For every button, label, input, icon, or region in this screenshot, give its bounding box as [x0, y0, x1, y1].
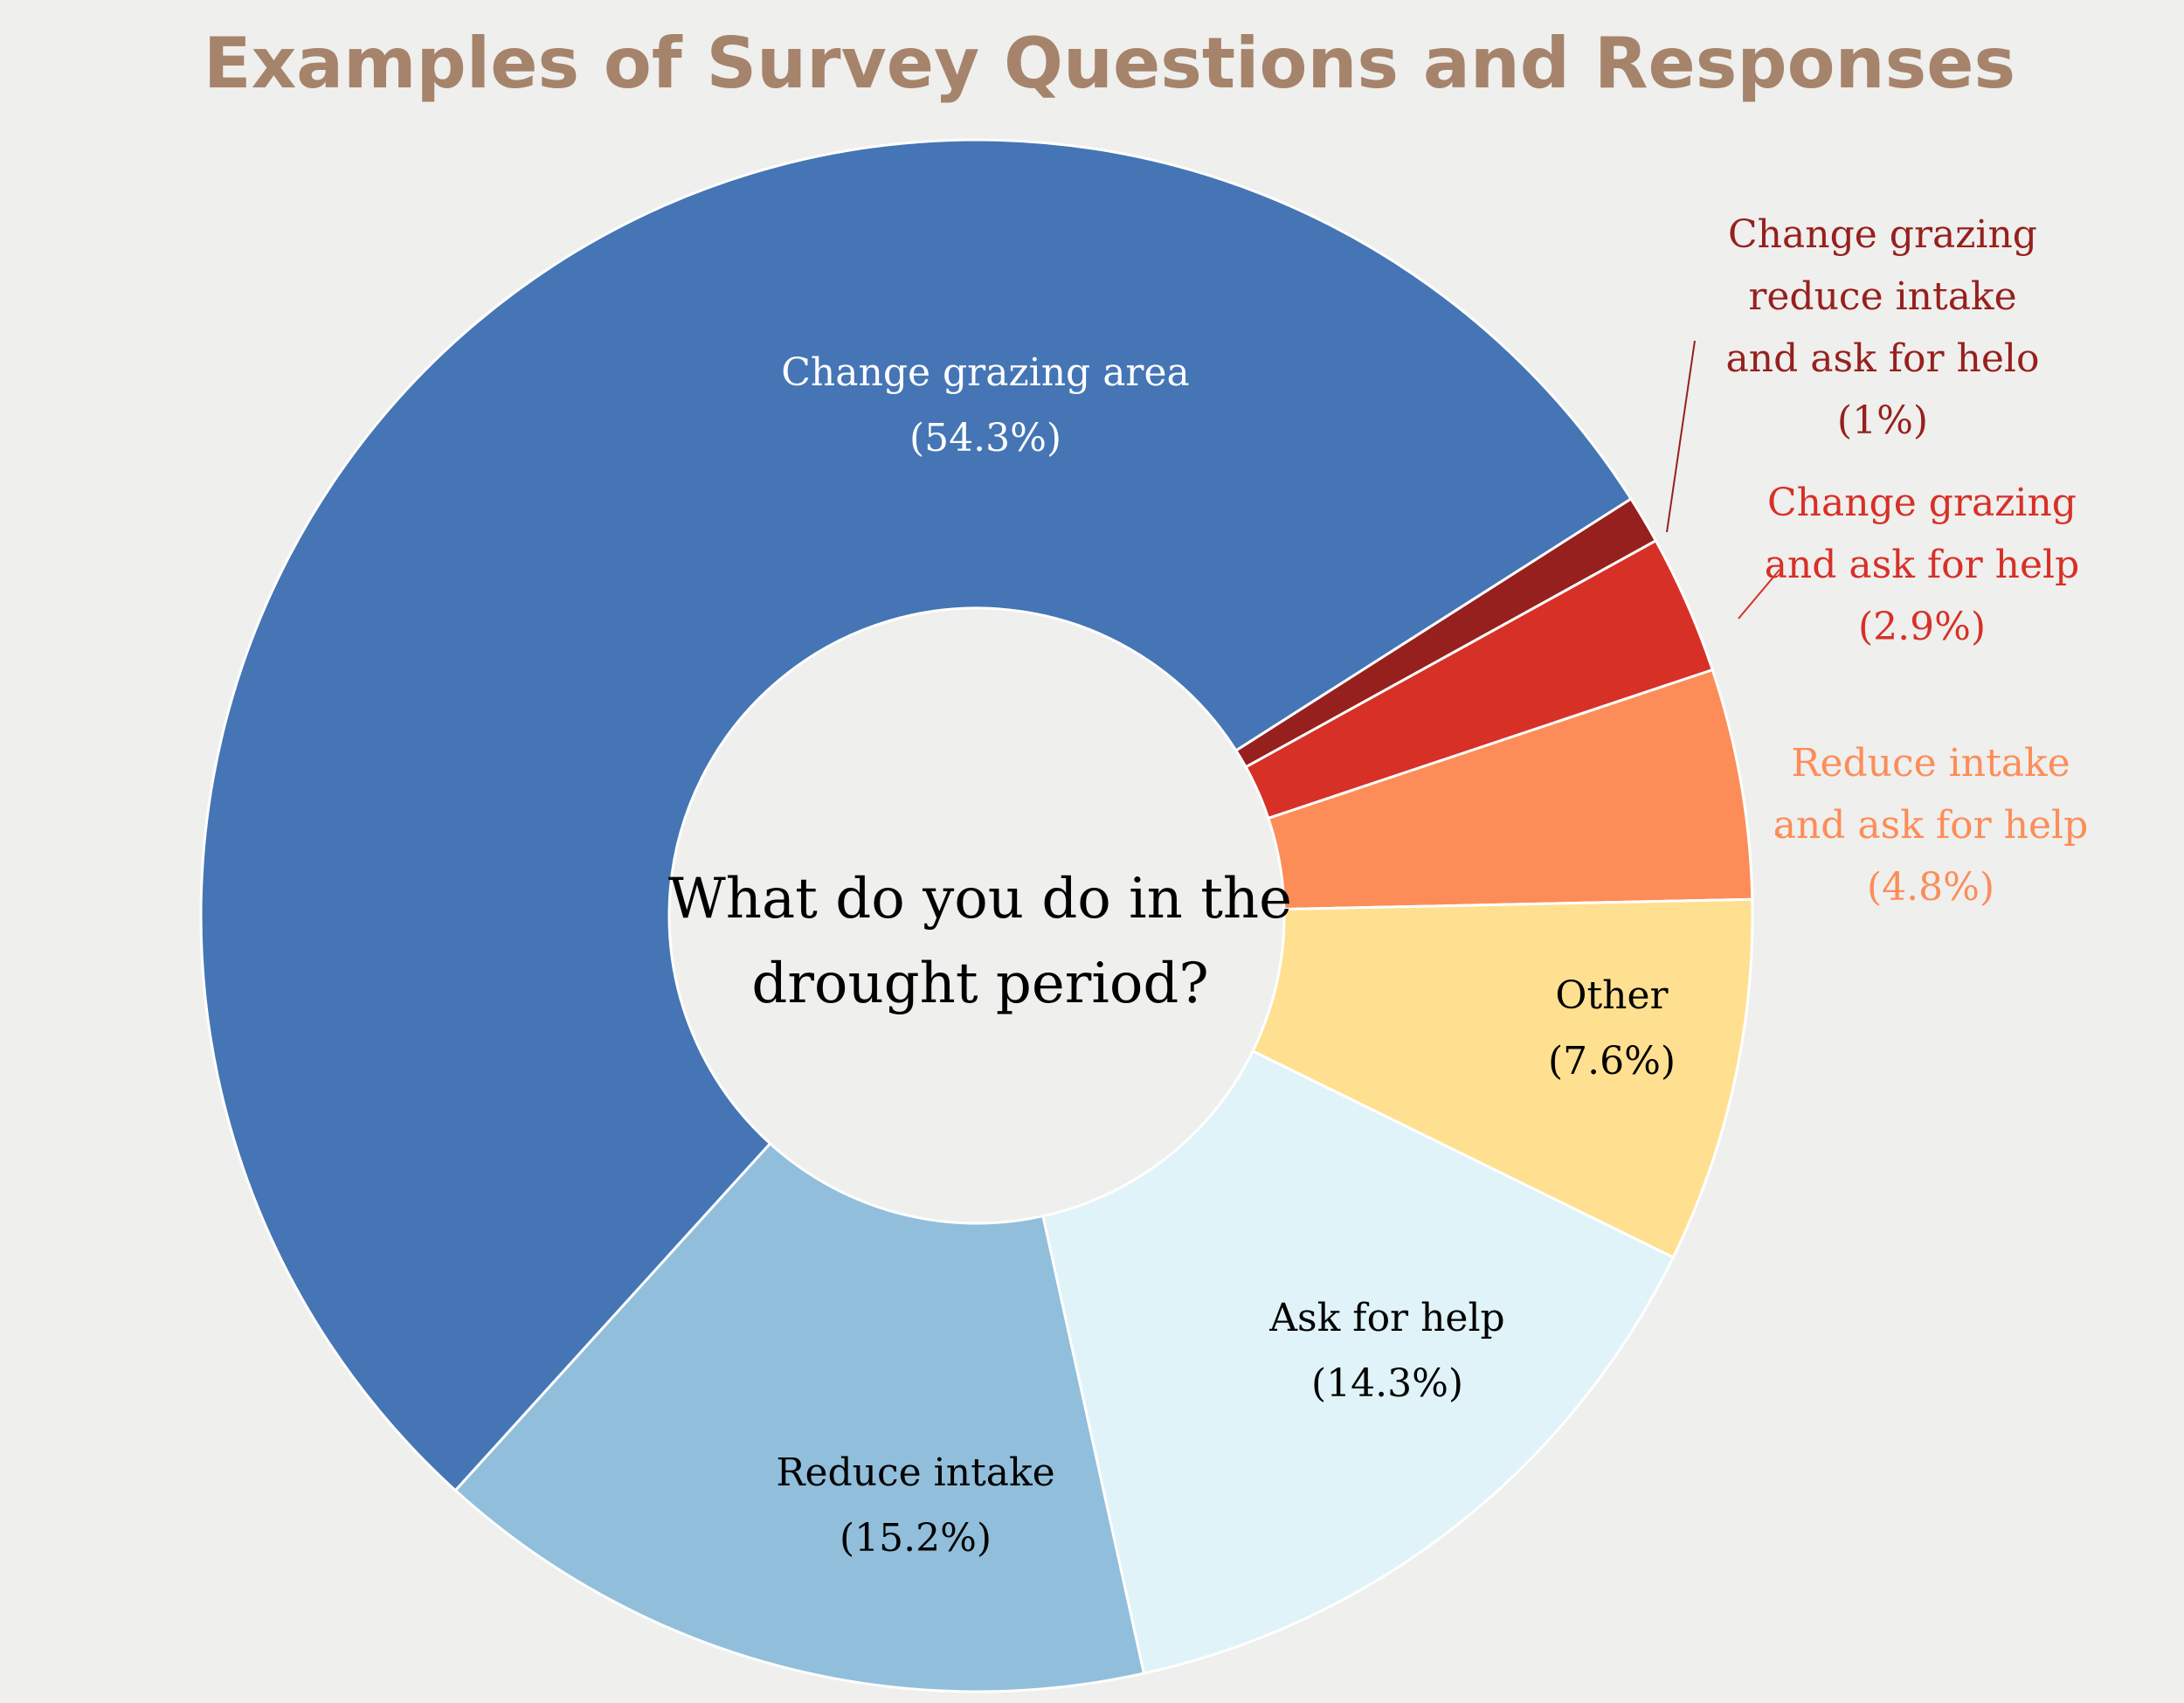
- slice-label-line: Reduce intake: [1791, 741, 2070, 786]
- slice-label-line: and ask for help: [1773, 803, 2089, 848]
- slices: [199, 138, 1754, 1693]
- slice-label: Change grazing reduce intake and ask for h…: [1726, 212, 2040, 443]
- slice-label-line: (14.3%): [1311, 1361, 1463, 1406]
- slice-reduce-intake: [453, 1141, 1146, 1693]
- slice-label-line: Ask for help: [1268, 1296, 1504, 1340]
- leader-line: [1666, 340, 1696, 533]
- slice-label: Change grazing and ask for help (2.9%): [1765, 481, 2080, 649]
- slice-label-line: Other: [1555, 973, 1669, 1018]
- slice-label-line: and ask for help: [1765, 543, 2080, 587]
- slice-change-grazing-area: [199, 138, 1634, 1492]
- slice-label-line: (54.3%): [909, 416, 1061, 460]
- slice-label: Change grazing area (54.3%): [781, 350, 1189, 460]
- slice-label-line: Reduce intake: [776, 1450, 1054, 1495]
- slice-label: Other (7.6%): [1548, 973, 1676, 1083]
- slice-label-line: (1%): [1837, 398, 1928, 443]
- chart-title: Examples of Survey Questions and Respons…: [204, 23, 2015, 104]
- slice-ask-for-help: [1041, 1049, 1676, 1675]
- slice-label: Reduce intake (15.2%): [776, 1450, 1054, 1561]
- center-question: What do you do in the drought period?: [668, 867, 1292, 1016]
- slice-label-line: Change grazing: [1767, 481, 2077, 525]
- slice-label-line: (2.9%): [1858, 605, 1986, 649]
- slice-label-line: reduce intake: [1748, 274, 2016, 319]
- slice-labels: Change grazing reduce intake and ask for h…: [776, 212, 2088, 1561]
- leader-line: [1738, 569, 1780, 620]
- slice-label-line: and ask for helo: [1726, 336, 2040, 381]
- slice-label-line: (7.6%): [1548, 1039, 1676, 1083]
- slice-label: Ask for help (14.3%): [1268, 1296, 1504, 1406]
- slice-label-line: (4.8%): [1867, 865, 1994, 910]
- leader-lines: [1666, 340, 1782, 835]
- center-text-line: drought period?: [751, 952, 1208, 1016]
- slice-label: Reduce intake and ask for help (4.8%): [1773, 741, 2089, 910]
- slice-label-line: Change grazing area: [781, 350, 1189, 395]
- center-text-line: What do you do in the: [668, 867, 1292, 931]
- slice-other: [1251, 897, 1754, 1259]
- slice-label-line: Change grazing: [1728, 212, 2037, 257]
- slice-label-line: (15.2%): [840, 1516, 992, 1561]
